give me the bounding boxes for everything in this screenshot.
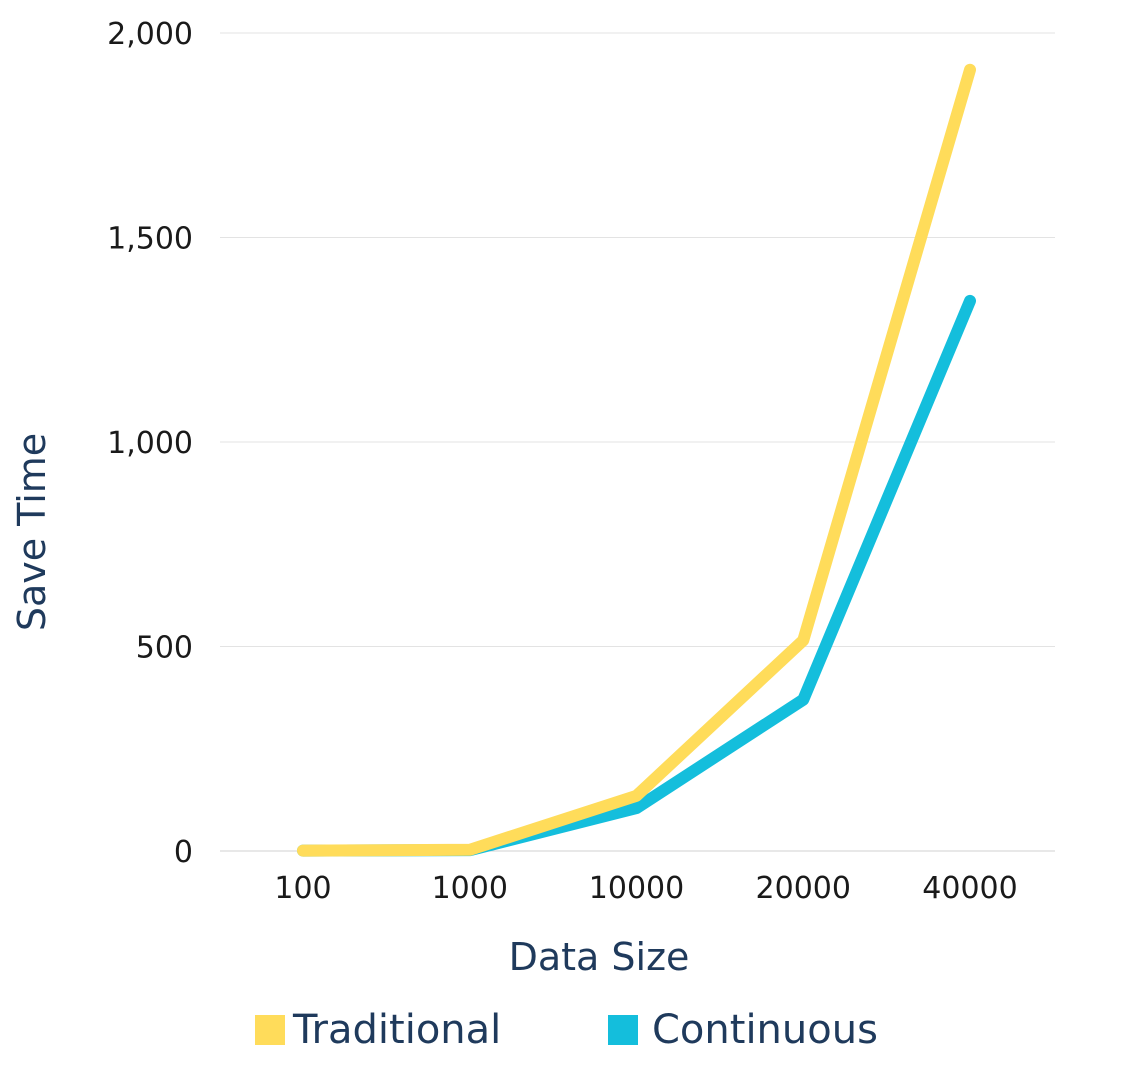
legend-label-continuous: Continuous (652, 1007, 878, 1053)
legend-label-traditional: Traditional (292, 1007, 501, 1053)
legend-swatch-traditional (255, 1015, 285, 1045)
y-tick-label: 500 (136, 631, 193, 666)
y-axis-ticks: 0 500 1,000 1,500 2,000 (107, 17, 193, 870)
x-tick-label: 20000 (756, 871, 851, 906)
x-axis-ticks: 100 1000 10000 20000 40000 (274, 871, 1017, 906)
y-tick-label: 0 (174, 835, 193, 870)
x-tick-label: 40000 (922, 871, 1017, 906)
series-line-continuous (297, 294, 976, 857)
x-axis-title: Data Size (509, 935, 690, 979)
y-tick-label: 1,000 (107, 426, 193, 461)
x-tick-label: 1000 (432, 871, 508, 906)
x-tick-label: 10000 (589, 871, 684, 906)
gridlines (220, 32, 1055, 852)
y-axis-title: Save Time (10, 433, 54, 631)
y-tick-label: 1,500 (107, 222, 193, 257)
legend: Traditional Continuous (255, 1007, 878, 1053)
x-tick-label: 100 (274, 871, 331, 906)
series-line-traditional (297, 63, 976, 857)
legend-swatch-continuous (608, 1015, 638, 1045)
y-tick-label: 2,000 (107, 17, 193, 52)
series-lines (297, 63, 976, 857)
